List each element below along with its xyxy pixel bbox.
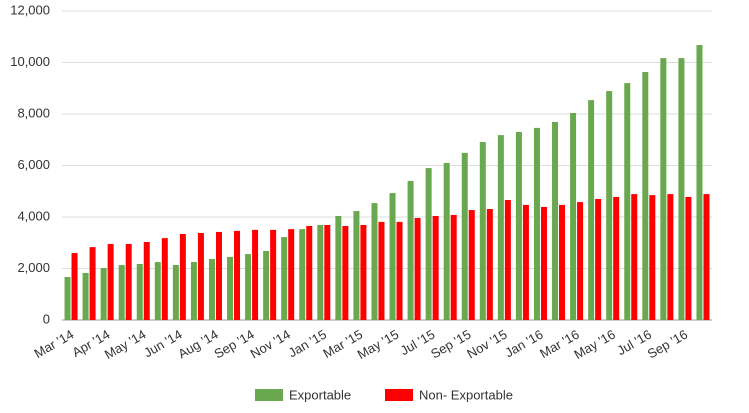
bar [263,250,270,320]
bar [215,231,222,320]
bar [595,198,602,320]
bar [504,200,511,320]
bar [154,262,161,320]
legend-swatch [255,389,283,401]
x-tick-label: Mar '14 [32,327,77,361]
bar [425,168,432,320]
bar [190,262,197,320]
bar [82,273,89,320]
bar [100,267,107,320]
bar [252,229,259,320]
x-tick-label: Aug '14 [175,327,220,362]
y-tick-label: 0 [43,311,50,326]
bar [588,100,595,320]
bar [371,203,378,320]
bar [703,194,710,320]
bar [71,253,78,320]
x-tick-label: Jan '16 [502,327,545,361]
bar [631,194,638,320]
bar [414,218,421,320]
bar [136,263,143,320]
bar [172,265,179,320]
bar [342,226,349,320]
bar [324,224,331,320]
bar [179,233,186,320]
bar [389,193,396,320]
bar [407,180,414,320]
bar [660,58,667,321]
x-tick-label: Nov '15 [464,327,509,362]
bar [443,162,450,320]
bar [613,196,620,320]
bar [540,206,547,320]
bar [696,44,703,321]
y-tick-label: 10,000 [10,54,50,69]
bar [234,230,241,320]
y-tick-label: 4,000 [17,208,50,223]
x-tick-label: Jun '14 [141,327,184,361]
bar [197,232,204,320]
x-tick-label: Sep '16 [645,327,690,362]
bar [522,204,529,320]
legend-swatch [385,389,413,401]
bar [468,210,475,320]
y-tick-label: 6,000 [17,157,50,172]
bar [107,244,114,320]
y-tick-label: 2,000 [17,260,50,275]
legend-label: Non- Exportable [419,387,513,402]
bar [678,58,685,321]
bar [281,237,288,320]
bar [89,247,96,320]
x-tick-label: May '16 [571,327,618,363]
bar [161,238,168,320]
bar [479,142,486,320]
bar [270,229,277,320]
legend-label: Exportable [289,387,351,402]
bar [533,127,540,320]
bar [396,221,403,320]
bar [432,215,439,320]
bar [559,204,566,320]
bar [515,132,522,320]
bar [245,254,252,320]
bar [685,196,692,320]
bar [227,256,234,320]
bar [642,72,649,320]
bar [125,244,132,320]
y-tick-label: 12,000 [10,2,50,17]
bar [143,241,150,320]
x-tick-label: Sep '14 [211,327,256,362]
bar [208,258,215,320]
x-tick-label: May '15 [355,327,402,363]
bar [118,265,125,320]
bar [353,211,360,320]
bar [606,91,613,321]
bar [317,224,324,320]
bar [64,276,71,320]
x-tick-label: May '14 [102,327,149,363]
bar [667,194,674,320]
bar [486,209,493,320]
x-tick-label: Nov '14 [248,327,293,362]
bar [335,215,342,320]
bar [624,83,631,320]
bar [570,112,577,320]
bar [461,152,468,320]
bar [360,224,367,320]
y-tick-label: 8,000 [17,105,50,120]
bar [306,226,313,320]
bar [299,229,306,320]
bar [577,202,584,320]
bar [288,229,295,320]
bar [497,135,504,320]
bar [649,195,656,320]
bar [552,121,559,320]
x-tick-label: Sep '15 [428,327,473,362]
bar [450,214,457,320]
bar [378,221,385,320]
x-tick-label: Jan '15 [286,327,329,361]
